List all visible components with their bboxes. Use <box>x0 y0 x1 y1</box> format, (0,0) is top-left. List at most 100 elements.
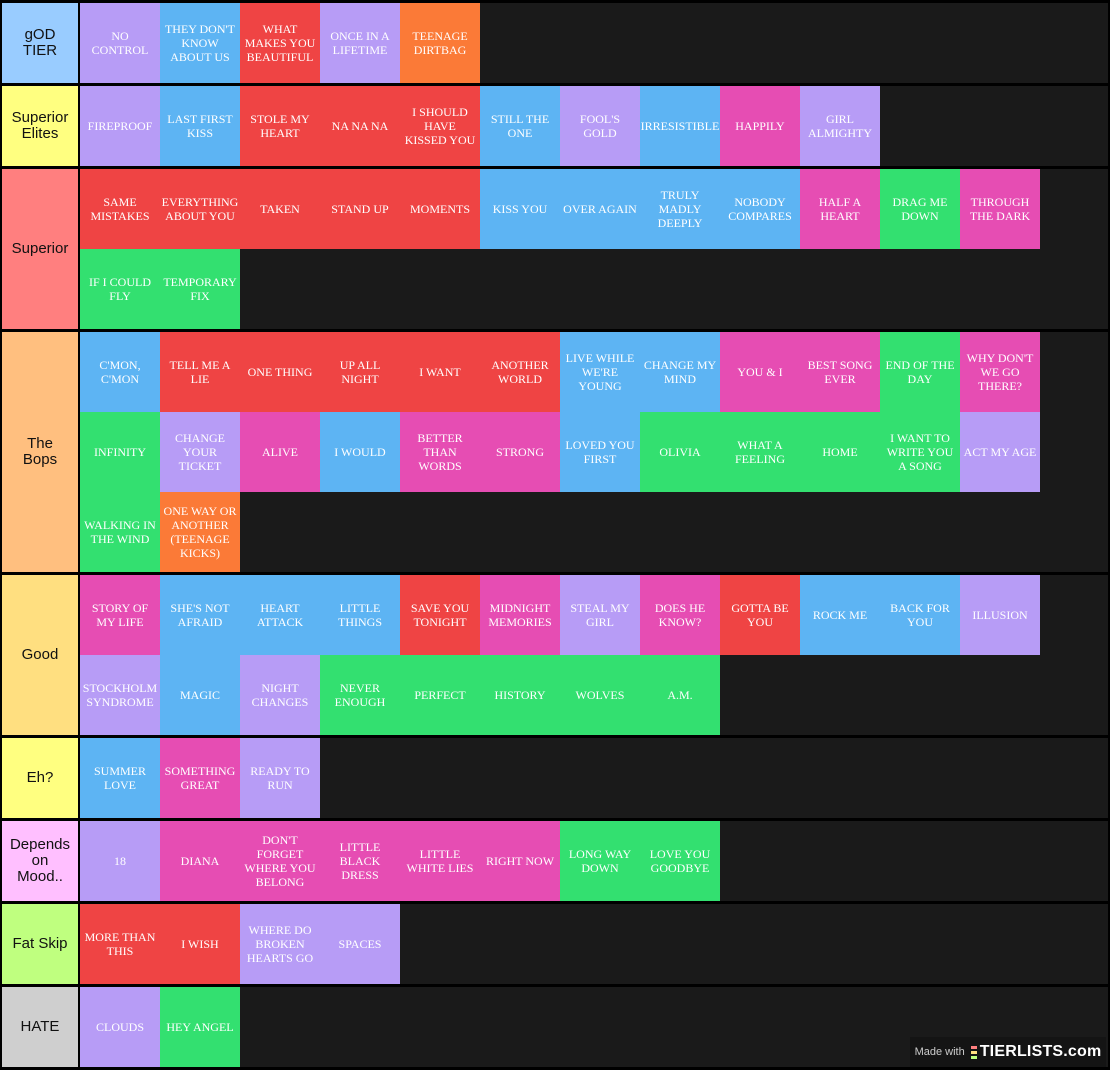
tier-item[interactable]: LONG WAY DOWN <box>560 821 640 901</box>
tier-item[interactable]: EVERYTHING ABOUT YOU <box>160 169 240 249</box>
tier-item[interactable]: NEVER ENOUGH <box>320 655 400 735</box>
tier-item[interactable]: OVER AGAIN <box>560 169 640 249</box>
tier-item[interactable]: LIVE WHILE WE'RE YOUNG <box>560 332 640 412</box>
tier-item[interactable]: END OF THE DAY <box>880 332 960 412</box>
tier-item[interactable]: ALIVE <box>240 412 320 492</box>
tier-item[interactable]: DOES HE KNOW? <box>640 575 720 655</box>
tier-item[interactable]: WOLVES <box>560 655 640 735</box>
tier-item[interactable]: TELL ME A LIE <box>160 332 240 412</box>
tier-item[interactable]: ANOTHER WORLD <box>480 332 560 412</box>
tier-item[interactable]: STRONG <box>480 412 560 492</box>
tier-label[interactable]: Superior Elites <box>2 86 78 166</box>
tier-item[interactable]: IRRESISTIBLE <box>640 86 720 166</box>
tier-label[interactable]: The Bops <box>2 332 78 572</box>
tier-item[interactable]: MAGIC <box>160 655 240 735</box>
tier-item[interactable]: BETTER THAN WORDS <box>400 412 480 492</box>
tier-item[interactable]: HALF A HEART <box>800 169 880 249</box>
tier-item[interactable]: I WISH <box>160 904 240 984</box>
tier-item[interactable]: SOMETHING GREAT <box>160 738 240 818</box>
tier-item[interactable]: UP ALL NIGHT <box>320 332 400 412</box>
tier-items-area[interactable]: CLOUDS HEY ANGEL <box>80 987 1108 1067</box>
tier-item[interactable]: MIDNIGHT MEMORIES <box>480 575 560 655</box>
tier-item[interactable]: MOMENTS <box>400 169 480 249</box>
tier-item[interactable]: SAVE YOU TONIGHT <box>400 575 480 655</box>
tier-label[interactable]: gOD TIER <box>2 3 78 83</box>
tier-item[interactable]: HAPPILY <box>720 86 800 166</box>
tier-item[interactable]: DON'T FORGET WHERE YOU BELONG <box>240 821 320 901</box>
tier-item[interactable]: NOBODY COMPARES <box>720 169 800 249</box>
tier-item[interactable]: BACK FOR YOU <box>880 575 960 655</box>
tier-item[interactable]: READY TO RUN <box>240 738 320 818</box>
tier-label[interactable]: Superior <box>2 169 78 329</box>
tier-item[interactable]: RIGHT NOW <box>480 821 560 901</box>
tier-items-area[interactable]: MORE THAN THIS I WISH WHERE DO BROKEN HEAR… <box>80 904 1108 984</box>
tier-item[interactable]: STAND UP <box>320 169 400 249</box>
tier-item[interactable]: ONE THING <box>240 332 320 412</box>
watermark[interactable]: Made with TIERLISTS.com <box>910 1037 1106 1067</box>
tier-item[interactable]: LITTLE WHITE LIES <box>400 821 480 901</box>
tier-item[interactable]: THEY DON'T KNOW ABOUT US <box>160 3 240 83</box>
tier-item[interactable]: LOVE YOU GOODBYE <box>640 821 720 901</box>
tier-item[interactable]: BEST SONG EVER <box>800 332 880 412</box>
tier-item[interactable]: TEENAGE DIRTBAG <box>400 3 480 83</box>
tier-item[interactable]: ONE WAY OR ANOTHER (TEENAGE KICKS) <box>160 492 240 572</box>
tier-item[interactable]: LOVED YOU FIRST <box>560 412 640 492</box>
tier-item[interactable]: WHAT MAKES YOU BEAUTIFUL <box>240 3 320 83</box>
tier-item[interactable]: STORY OF MY LIFE <box>80 575 160 655</box>
tier-item[interactable]: I SHOULD HAVE KISSED YOU <box>400 86 480 166</box>
tier-label[interactable]: Eh? <box>2 738 78 818</box>
tier-item[interactable]: IF I COULD FLY <box>80 249 160 329</box>
tier-item[interactable]: CHANGE MY MIND <box>640 332 720 412</box>
tier-item[interactable]: PERFECT <box>400 655 480 735</box>
tier-item[interactable]: HOME <box>800 412 880 492</box>
tier-item[interactable]: LAST FIRST KISS <box>160 86 240 166</box>
tier-item[interactable]: STOCKHOLM SYNDROME <box>80 655 160 735</box>
tier-item[interactable]: 18 <box>80 821 160 901</box>
tier-item[interactable]: I WOULD <box>320 412 400 492</box>
tier-label[interactable]: HATE <box>2 987 78 1067</box>
tier-item[interactable]: HISTORY <box>480 655 560 735</box>
tier-item[interactable]: WHY DON'T WE GO THERE? <box>960 332 1040 412</box>
tier-item[interactable]: NO CONTROL <box>80 3 160 83</box>
tier-item[interactable]: LITTLE THINGS <box>320 575 400 655</box>
tier-item[interactable]: ONCE IN A LIFETIME <box>320 3 400 83</box>
tier-items-area[interactable]: SUMMER LOVE SOMETHING GREAT READY TO RUN <box>80 738 1108 818</box>
tier-item[interactable]: YOU & I <box>720 332 800 412</box>
tier-item[interactable]: I WANT <box>400 332 480 412</box>
tier-item[interactable]: STEAL MY GIRL <box>560 575 640 655</box>
tier-item[interactable]: FOOL'S GOLD <box>560 86 640 166</box>
tier-label[interactable]: Good <box>2 575 78 735</box>
tier-items-area[interactable]: FIREPROOF LAST FIRST KISS STOLE MY HEART NA… <box>80 86 1108 166</box>
tier-item[interactable]: SHE'S NOT AFRAID <box>160 575 240 655</box>
tier-item[interactable]: CLOUDS <box>80 987 160 1067</box>
tier-item[interactable]: NA NA NA <box>320 86 400 166</box>
tier-item[interactable]: C'MON, C'MON <box>80 332 160 412</box>
tier-item[interactable]: LITTLE BLACK DRESS <box>320 821 400 901</box>
tier-item[interactable]: DIANA <box>160 821 240 901</box>
tier-item[interactable]: WHAT A FEELING <box>720 412 800 492</box>
tier-item[interactable]: I WANT TO WRITE YOU A SONG <box>880 412 960 492</box>
tier-items-area[interactable]: NO CONTROL THEY DON'T KNOW ABOUT US WHAT M… <box>80 3 1108 83</box>
tier-item[interactable]: ILLUSION <box>960 575 1040 655</box>
tier-item[interactable]: INFINITY <box>80 412 160 492</box>
tier-item[interactable]: CHANGE YOUR TICKET <box>160 412 240 492</box>
tier-item[interactable]: FIREPROOF <box>80 86 160 166</box>
tier-item[interactable]: GOTTA BE YOU <box>720 575 800 655</box>
tier-item[interactable]: STOLE MY HEART <box>240 86 320 166</box>
tier-item[interactable]: THROUGH THE DARK <box>960 169 1040 249</box>
tier-item[interactable]: KISS YOU <box>480 169 560 249</box>
tier-label[interactable]: Depends on Mood.. <box>2 821 78 901</box>
tier-item[interactable]: HEY ANGEL <box>160 987 240 1067</box>
tier-item[interactable]: ACT MY AGE <box>960 412 1040 492</box>
tier-item[interactable]: ROCK ME <box>800 575 880 655</box>
tier-items-area[interactable]: 18 DIANA DON'T FORGET WHERE YOU BELONG LITT… <box>80 821 1108 901</box>
tier-item[interactable]: TEMPORARY FIX <box>160 249 240 329</box>
tier-label[interactable]: Fat Skip <box>2 904 78 984</box>
tier-items-area[interactable]: C'MON, C'MON TELL ME A LIE ONE THING UP ALL… <box>80 332 1108 572</box>
tier-item[interactable]: SAME MISTAKES <box>80 169 160 249</box>
tier-item[interactable]: TAKEN <box>240 169 320 249</box>
tier-item[interactable]: WHERE DO BROKEN HEARTS GO <box>240 904 320 984</box>
tier-item[interactable]: SPACES <box>320 904 400 984</box>
tier-item[interactable]: MORE THAN THIS <box>80 904 160 984</box>
tier-item[interactable]: A.M. <box>640 655 720 735</box>
